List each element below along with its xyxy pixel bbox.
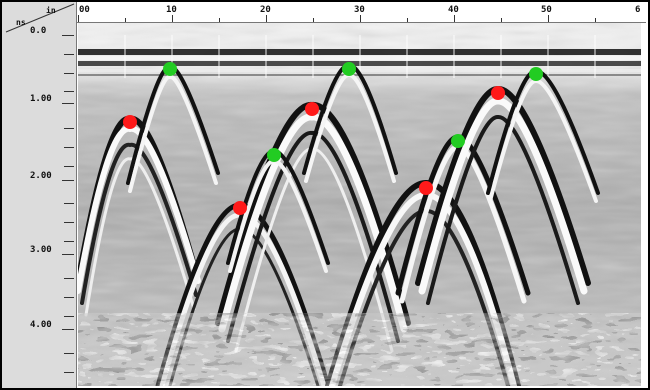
y-minor-tick — [64, 166, 74, 167]
x-major-tick — [266, 15, 267, 22]
gpr-radargram-icon — [78, 23, 641, 386]
y-minor-tick — [64, 73, 74, 74]
x-minor-tick — [219, 18, 220, 22]
red-marker — [491, 86, 505, 100]
x-label-2: 20 — [260, 5, 271, 15]
x-major-tick — [360, 15, 361, 22]
axis-units-corner: in ns — [2, 2, 76, 34]
x-minor-tick — [501, 18, 502, 22]
green-marker — [163, 62, 177, 76]
y-minor-tick — [64, 316, 74, 317]
green-marker — [451, 134, 465, 148]
x-label-4: 40 — [448, 5, 459, 15]
x-label-5: 50 — [541, 5, 552, 15]
green-marker — [529, 67, 543, 81]
y-minor-tick — [64, 222, 74, 223]
red-marker — [305, 102, 319, 116]
x-label-3: 30 — [354, 5, 365, 15]
red-marker — [419, 181, 433, 195]
y-minor-tick — [64, 297, 74, 298]
y-minor-tick — [64, 241, 74, 242]
marker-group — [123, 62, 543, 215]
corner-divider-icon — [5, 3, 75, 33]
x-minor-tick — [595, 18, 596, 22]
x-major-tick — [78, 15, 79, 22]
y-minor-tick — [64, 147, 74, 148]
y-minor-tick — [64, 353, 74, 354]
distance-axis-panel — [77, 2, 646, 23]
x-major-tick — [548, 15, 549, 22]
y-label-2: 2.00 — [30, 171, 52, 181]
x-label-0: 00 — [79, 5, 90, 15]
x-minor-tick — [407, 18, 408, 22]
time-axis-panel — [2, 2, 77, 388]
y-unit-label: ns — [16, 18, 26, 27]
y-major-tick — [62, 35, 74, 36]
x-major-tick — [454, 15, 455, 22]
red-marker — [233, 201, 247, 215]
y-minor-tick — [64, 203, 74, 204]
green-marker — [267, 148, 281, 162]
y-minor-tick — [64, 278, 74, 279]
x-major-tick — [172, 15, 173, 22]
y-label-3: 3.00 — [30, 245, 52, 255]
x-minor-tick — [125, 18, 126, 22]
x-label-1: 10 — [166, 5, 177, 15]
y-minor-tick — [64, 372, 74, 373]
x-minor-tick — [313, 18, 314, 22]
x-label-6: 6 — [635, 5, 641, 15]
y-major-tick — [62, 180, 74, 181]
gpr-radargram — [78, 23, 641, 386]
y-minor-tick — [64, 54, 74, 55]
y-major-tick — [62, 329, 74, 330]
y-label-4: 4.00 — [30, 320, 52, 330]
y-label-0: 0.0 — [30, 26, 47, 36]
y-minor-tick — [64, 128, 74, 129]
y-label-1: 1.00 — [30, 94, 52, 104]
y-minor-tick — [64, 91, 74, 92]
y-major-tick — [62, 254, 74, 255]
x-unit-label: in — [46, 6, 56, 15]
red-marker — [123, 115, 137, 129]
y-major-tick — [62, 103, 74, 104]
green-marker — [342, 62, 356, 76]
